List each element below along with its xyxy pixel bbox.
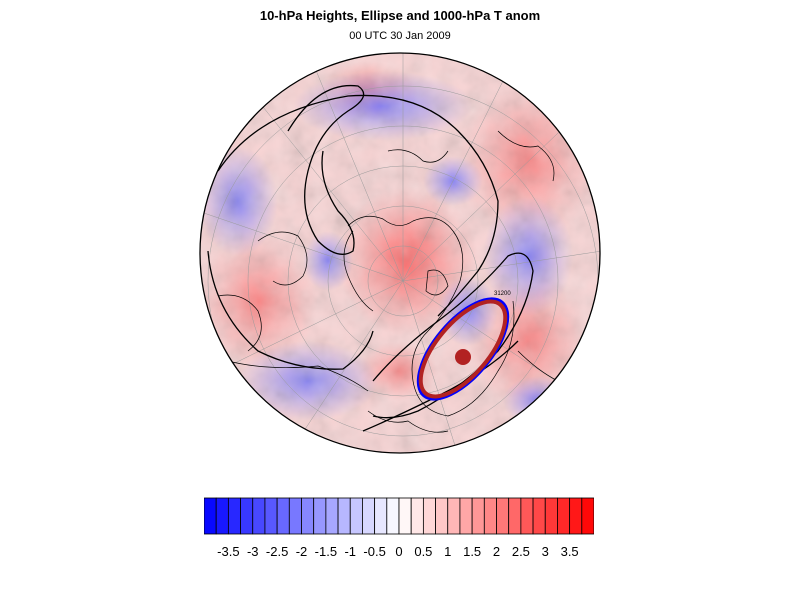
graticule xyxy=(200,53,600,453)
colorbar-label: 3.5 xyxy=(560,544,579,559)
colorbar xyxy=(204,497,594,535)
colorbar-box xyxy=(581,497,594,535)
colorbar-box xyxy=(508,497,522,535)
colorbar-box xyxy=(435,497,449,535)
colorbar-box xyxy=(337,497,351,535)
colorbar-box xyxy=(447,497,461,535)
colorbar-label: 1 xyxy=(444,544,452,559)
colorbar-box xyxy=(252,497,266,535)
ellipse-ring xyxy=(418,299,508,399)
colorbar-label: -1 xyxy=(344,544,357,559)
colorbar-box xyxy=(240,497,254,535)
colorbar-box xyxy=(544,497,558,535)
colorbar-box xyxy=(227,497,241,535)
colorbar-box xyxy=(374,497,388,535)
colorbar-box xyxy=(410,497,424,535)
globe-border xyxy=(199,52,601,454)
temperature-anomaly-field: 31200 xyxy=(200,53,600,453)
ellipse-center-dot xyxy=(455,349,471,365)
colorbar-box xyxy=(422,497,436,535)
polar-map: 31200 xyxy=(199,52,601,454)
colorbar-label: -3.5 xyxy=(217,544,240,559)
colorbar-box xyxy=(398,497,412,535)
colorbar-label: 2 xyxy=(492,544,501,559)
colorbar-label: 1.5 xyxy=(463,544,482,559)
colorbar-label: 0.5 xyxy=(414,544,433,559)
colorbar-box xyxy=(569,497,583,535)
colorbar-box xyxy=(276,497,290,535)
colorbar-label: -2.5 xyxy=(265,544,289,559)
colorbar-box xyxy=(313,497,327,535)
contour-label: 31200 xyxy=(494,291,511,297)
colorbar-box xyxy=(459,497,473,535)
map-title: 10-hPa Heights, Ellipse and 1000-hPa T a… xyxy=(259,8,541,23)
colorbar-labels: -3.5 -3 -2.5 -2 -1.5 -1 -0.5 0 0.5 1 1.5… xyxy=(0,544,800,564)
colorbar-box xyxy=(362,497,376,535)
colorbar-box xyxy=(386,497,400,535)
colorbar-box xyxy=(301,497,315,535)
colorbar-box xyxy=(288,497,302,535)
colorbar-box xyxy=(496,497,510,535)
colorbar-box xyxy=(520,497,534,535)
vortex-ellipse xyxy=(416,297,510,401)
colorbar-box xyxy=(471,497,485,535)
colorbar-label: 2.5 xyxy=(511,544,530,559)
colorbar-box xyxy=(532,497,546,535)
colorbar-label: 0 xyxy=(395,544,403,559)
colorbar-label: 3 xyxy=(541,544,549,559)
coastlines xyxy=(217,130,589,433)
colorbar-box xyxy=(325,497,339,535)
colorbar-label: -3 xyxy=(246,544,259,559)
colorbar-box xyxy=(349,497,363,535)
colorbar-box xyxy=(204,497,217,535)
colorbar-box xyxy=(483,497,497,535)
map-subtitle: 00 UTC 30 Jan 2009 xyxy=(349,30,451,42)
colorbar-box xyxy=(215,497,229,535)
colorbar-box xyxy=(557,497,571,535)
colorbar-label: -0.5 xyxy=(363,544,386,559)
height-contours xyxy=(207,84,534,432)
colorbar-label: -1.5 xyxy=(314,544,338,559)
colorbar-label: -2 xyxy=(295,544,308,559)
colorbar-box xyxy=(264,497,278,535)
